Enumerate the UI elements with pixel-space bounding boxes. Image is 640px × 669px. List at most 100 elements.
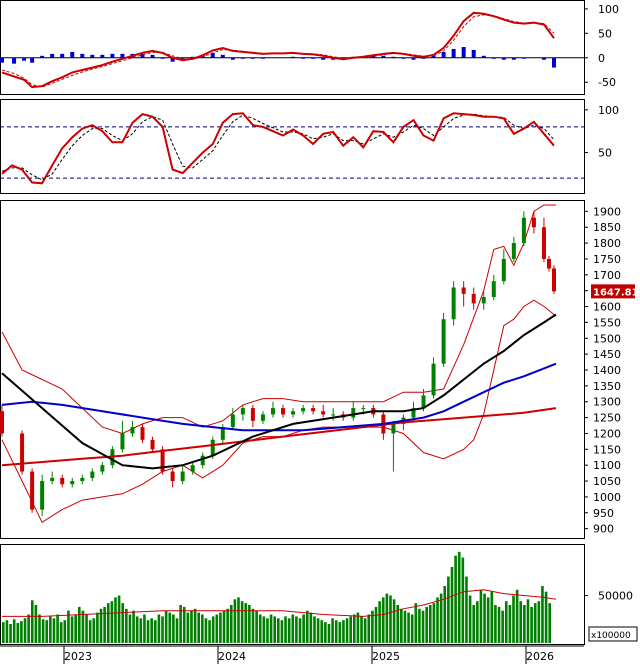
candle-body xyxy=(100,465,105,472)
macd-histogram-bar xyxy=(80,53,85,58)
candle-body xyxy=(250,408,255,421)
volume-bar xyxy=(284,616,287,643)
candle-body xyxy=(521,217,526,244)
volume-bar xyxy=(150,618,153,643)
candle-body xyxy=(441,319,446,364)
volume-bar xyxy=(454,555,457,643)
price-tick-label: 1450 xyxy=(593,348,621,361)
volume-bar xyxy=(519,601,523,643)
volume-bar xyxy=(497,606,501,643)
bollinger-lower-band xyxy=(1,299,557,524)
price-tick-label: 1500 xyxy=(593,332,621,345)
sma-blue-line xyxy=(1,362,557,432)
macd-histogram-bar xyxy=(22,57,27,61)
candle-body xyxy=(481,297,486,304)
volume-bar xyxy=(255,610,258,643)
volume-bar xyxy=(342,620,345,643)
volume-bar xyxy=(277,618,280,643)
volume-bar xyxy=(486,597,490,643)
candle-body xyxy=(70,481,75,485)
price-tick-label: 1700 xyxy=(593,269,621,282)
x-axis-label: 2024 xyxy=(218,650,246,663)
volume-bar xyxy=(345,618,349,643)
macd-histogram-bar xyxy=(240,57,245,59)
price-tick-label: 1050 xyxy=(593,475,621,488)
volume-bar xyxy=(418,608,421,643)
volume-bar xyxy=(139,618,143,643)
macd-histogram-bar xyxy=(90,54,95,58)
volume-bar xyxy=(77,606,81,643)
volume-bar xyxy=(512,595,515,643)
volume-bar xyxy=(504,601,508,643)
volume-bar xyxy=(410,614,414,643)
macd-tick-label: 50 xyxy=(598,27,612,40)
volume-bar xyxy=(23,618,27,643)
candle-body xyxy=(501,258,506,282)
volume-bar xyxy=(533,603,537,643)
price-tick-label: 1200 xyxy=(593,427,621,440)
volume-bar xyxy=(465,576,468,643)
volume-bar xyxy=(262,616,266,643)
stochastic-tick-label: 50 xyxy=(598,147,612,160)
macd-line xyxy=(1,11,555,89)
macd-histogram-bar xyxy=(250,57,255,59)
volume-bar xyxy=(96,612,99,643)
volume-bar xyxy=(110,601,114,643)
volume-bar xyxy=(291,614,295,643)
stochastic-tick-label: 100 xyxy=(598,104,619,117)
volume-bar xyxy=(237,597,240,643)
macd-histogram-bar xyxy=(431,55,436,58)
volume-bar xyxy=(468,595,472,643)
candle-body xyxy=(511,243,516,259)
candle-body xyxy=(281,408,286,415)
macd-histogram-bar xyxy=(461,47,466,58)
volume-bar xyxy=(117,595,121,643)
volume-bar xyxy=(371,610,374,643)
volume-bar xyxy=(436,597,439,643)
price-tick-label: 1100 xyxy=(593,459,621,472)
macd-histogram-bar xyxy=(301,57,306,59)
volume-bar xyxy=(56,614,59,643)
volume-bar xyxy=(38,614,41,643)
macd-histogram-bar xyxy=(471,49,476,58)
volume-bar xyxy=(128,614,132,643)
candle-body xyxy=(0,411,4,434)
volume-bar xyxy=(240,601,244,643)
volume-bar xyxy=(106,603,110,643)
volume-bar xyxy=(316,618,320,643)
volume-bar xyxy=(161,616,164,643)
candle-body xyxy=(190,465,195,472)
candle-body xyxy=(180,471,185,482)
volume-bar xyxy=(204,618,208,643)
candle-body xyxy=(20,433,25,472)
volume-bar xyxy=(280,620,284,643)
macd-histogram-bar xyxy=(170,57,175,62)
price-tick-label: 900 xyxy=(593,523,614,536)
price-tick-label: 1250 xyxy=(593,412,621,425)
price-panel: 1900185018001750170016501600155015001450… xyxy=(0,204,639,536)
candle-body xyxy=(491,281,496,298)
volume-bar xyxy=(201,614,204,643)
macd-histogram-bar xyxy=(481,55,486,58)
volume-bar xyxy=(400,608,403,643)
macd-histogram-bar xyxy=(190,56,195,58)
volume-bar xyxy=(479,589,483,643)
volume-bar xyxy=(63,620,67,643)
macd-histogram-bar xyxy=(451,48,456,58)
volume-bar xyxy=(334,620,338,643)
macd-histogram-bar xyxy=(551,57,556,68)
volume-bar xyxy=(541,586,544,643)
volume-bar xyxy=(146,620,150,643)
volume-bar xyxy=(197,612,201,643)
volume-bar xyxy=(396,605,400,643)
volume-bar xyxy=(327,624,331,643)
volume-bar xyxy=(508,605,512,643)
volume-bar xyxy=(324,622,327,643)
volume-bar xyxy=(407,612,410,643)
volume-bar xyxy=(320,620,324,643)
volume-bar xyxy=(12,619,16,643)
volume-bar xyxy=(125,608,128,643)
macd-histogram-bar xyxy=(391,56,396,58)
candle-body xyxy=(551,268,556,292)
volume-bar xyxy=(338,622,342,643)
